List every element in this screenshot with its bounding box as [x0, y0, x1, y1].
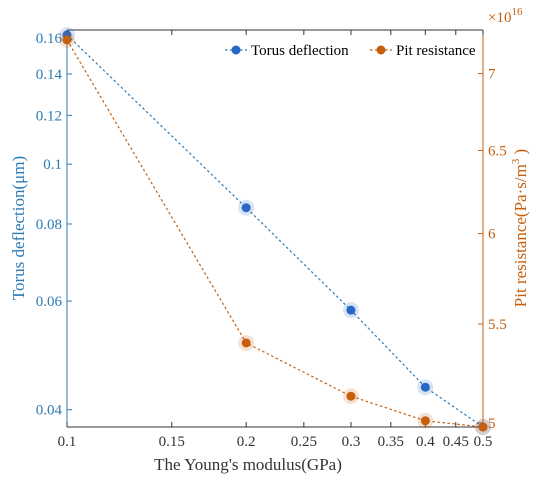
legend-pit-resistance-marker	[376, 45, 386, 55]
pit-resistance-point	[62, 35, 72, 45]
x-axis-label: The Young's modulus(GPa)	[154, 455, 342, 474]
torus-deflection-point	[241, 203, 251, 213]
left-tick-label: 0.16	[36, 31, 63, 47]
pit-resistance-point	[478, 422, 488, 432]
legend: Torus deflection Pit resistance	[225, 43, 476, 59]
torus-deflection-point	[420, 382, 430, 392]
x-tick-label: 0.5	[474, 434, 493, 450]
right-axis-multiplier-base: ×10	[488, 10, 511, 26]
x-tick-label: 0.35	[378, 434, 404, 450]
right-axis-multiplier: ×1016	[488, 6, 523, 26]
left-tick-label: 0.08	[36, 217, 62, 233]
plot-frame	[66, 29, 484, 428]
pit-resistance-line	[66, 39, 484, 428]
right-axis-label-exp: 3	[510, 158, 522, 164]
right-axis-multiplier-exp: 16	[511, 6, 523, 18]
legend-torus-deflection-label: Torus deflection	[251, 43, 349, 59]
series-layer	[59, 26, 491, 435]
left-axis-label-prefix: Torus deflection(	[9, 183, 28, 300]
left-tick-label: 0.12	[36, 108, 62, 124]
right-tick-label: 7	[488, 67, 496, 83]
left-axis: 0.04 0.06 0.08 0.1 0.12 0.14 0.16	[36, 31, 72, 419]
left-tick-label: 0.04	[36, 403, 63, 419]
left-axis-label: Torus deflection(μm)	[9, 156, 28, 300]
left-tick-label: 0.1	[43, 157, 62, 173]
legend-torus-deflection-marker	[231, 45, 241, 55]
x-tick-label: 0.4	[416, 434, 435, 450]
right-tick-label: 5	[488, 416, 496, 432]
right-axis-label-suffix: )	[511, 149, 530, 159]
x-axis: 0.1 0.15 0.2 0.25 0.3 0.35 0.4 0.45 0.5	[58, 30, 493, 450]
right-tick-label: 6	[488, 227, 496, 243]
torus-deflection-line	[66, 34, 484, 428]
pit-resistance-point	[420, 416, 430, 426]
right-tick-label: 6.5	[488, 143, 507, 159]
pit-resistance-point	[346, 391, 356, 401]
right-axis-label-prefix: Pit resistance(Pa·s/m	[511, 164, 530, 307]
pit-resistance-point	[241, 338, 251, 348]
left-tick-label: 0.06	[36, 294, 63, 310]
left-tick-label: 0.14	[36, 67, 63, 83]
x-tick-label: 0.3	[342, 434, 361, 450]
left-axis-label-unit: μm	[9, 161, 28, 183]
x-tick-label: 0.15	[159, 434, 185, 450]
x-tick-label: 0.25	[291, 434, 317, 450]
x-tick-label: 0.45	[443, 434, 469, 450]
left-axis-label-suffix: )	[9, 156, 28, 162]
torus-deflection-point	[346, 305, 356, 315]
right-axis: 5 5.5 6 6.5 7	[478, 67, 507, 432]
x-tick-label: 0.2	[237, 434, 256, 450]
right-tick-label: 5.5	[488, 317, 507, 333]
x-tick-label: 0.1	[58, 434, 77, 450]
legend-pit-resistance-label: Pit resistance	[396, 43, 476, 59]
right-axis-label: Pit resistance(Pa·s/m3 )	[510, 149, 530, 307]
